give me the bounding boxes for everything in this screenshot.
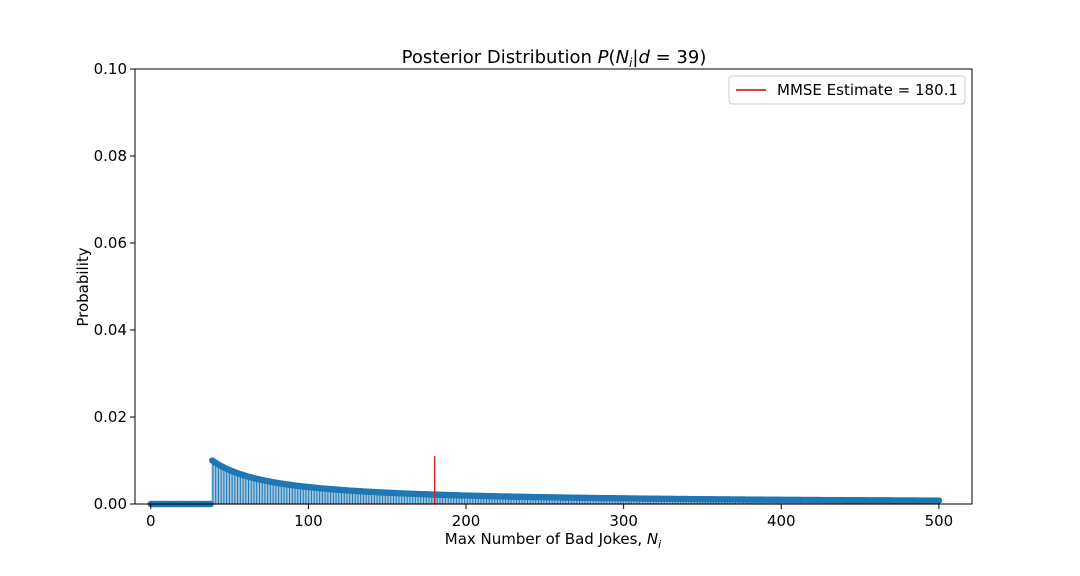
legend-mmse-label: MMSE Estimate = 180.1 xyxy=(777,81,958,99)
y-axis-label: Probability xyxy=(74,247,92,326)
legend-box xyxy=(728,75,966,105)
y-tick-label: 0.08 xyxy=(94,147,127,165)
stem-marker xyxy=(935,497,943,504)
y-tick-label: 0.00 xyxy=(94,495,127,513)
y-tick-label: 0.02 xyxy=(94,408,127,426)
plot-frame xyxy=(134,68,973,505)
y-tick-label: 0.04 xyxy=(94,321,127,339)
x-axis-ticks: 0 100 200 300 400 500 xyxy=(146,504,953,530)
y-tick-label: 0.10 xyxy=(94,60,127,78)
chart-title: Posterior Distribution P(Ni|d = 39) xyxy=(402,47,707,70)
x-tick-label: 0 xyxy=(146,512,156,530)
y-tick-label: 0.06 xyxy=(94,234,127,252)
legend: MMSE Estimate = 180.1 xyxy=(728,75,966,105)
x-tick-label: 500 xyxy=(925,512,954,530)
y-axis-ticks: 0.00 0.02 0.04 0.06 0.08 0.10 xyxy=(94,60,135,513)
x-tick-label: 100 xyxy=(294,512,323,530)
x-tick-label: 200 xyxy=(452,512,481,530)
x-tick-label: 300 xyxy=(609,512,638,530)
x-axis-label: Max Number of Bad Jokes, Ni xyxy=(445,530,661,551)
x-tick-label: 400 xyxy=(767,512,796,530)
